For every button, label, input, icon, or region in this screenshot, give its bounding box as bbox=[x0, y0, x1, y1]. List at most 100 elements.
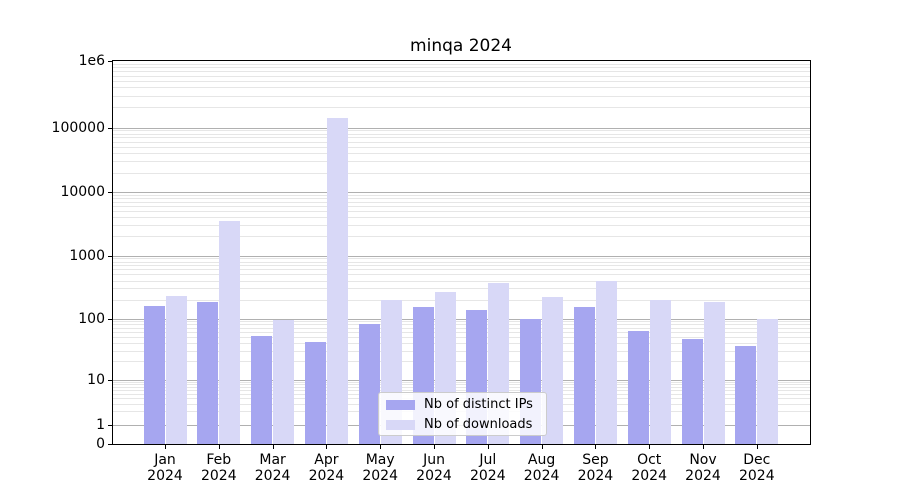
x-tick-label: Oct 2024 bbox=[631, 452, 667, 484]
legend: Nb of distinct IPs Nb of downloads bbox=[378, 392, 547, 436]
y-tick-label: 1 bbox=[96, 417, 105, 433]
gridline-minor bbox=[113, 201, 810, 203]
gridline-minor bbox=[113, 384, 810, 386]
bar-downloads bbox=[703, 301, 725, 444]
gridline-minor bbox=[113, 236, 810, 238]
gridline-minor bbox=[113, 324, 810, 326]
gridline-minor bbox=[113, 258, 810, 260]
gridline-minor bbox=[113, 280, 810, 282]
legend-item-downloads: Nb of downloads bbox=[379, 415, 546, 435]
bar-distinct-ips bbox=[573, 307, 595, 444]
gridline-minor bbox=[113, 153, 810, 155]
x-tick bbox=[380, 445, 382, 449]
bar-distinct-ips bbox=[735, 345, 757, 444]
legend-label-downloads: Nb of downloads bbox=[424, 417, 533, 432]
y-tick-label: 10 bbox=[87, 372, 105, 388]
legend-item-distinct-ips: Nb of distinct IPs bbox=[379, 395, 546, 415]
y-tick bbox=[108, 318, 112, 320]
plot-area bbox=[112, 60, 811, 445]
gridline-minor bbox=[113, 133, 810, 135]
gridline-minor bbox=[113, 130, 810, 132]
bar-downloads bbox=[273, 320, 295, 444]
chart-title: minqa 2024 bbox=[410, 36, 512, 56]
gridline-minor bbox=[113, 269, 810, 271]
gridline-minor bbox=[113, 361, 810, 363]
x-tick-label: Aug 2024 bbox=[523, 452, 560, 484]
gridline-major bbox=[113, 318, 810, 320]
gridline-minor bbox=[113, 274, 810, 276]
gridline-major bbox=[113, 192, 810, 193]
x-tick bbox=[541, 445, 543, 449]
bar-downloads bbox=[595, 280, 617, 444]
gridline-minor bbox=[113, 261, 810, 263]
bar-downloads bbox=[165, 295, 187, 444]
bar-distinct-ips bbox=[143, 305, 165, 444]
gridline-minor bbox=[113, 337, 810, 338]
x-tick-label: Jun 2024 bbox=[416, 452, 452, 484]
gridline-minor bbox=[113, 211, 810, 213]
x-tick bbox=[487, 445, 489, 449]
gridline-minor bbox=[113, 389, 810, 391]
gridline-major bbox=[113, 255, 810, 257]
x-tick-label: Dec 2024 bbox=[738, 452, 775, 484]
y-tick-label: 10000 bbox=[60, 184, 105, 200]
gridline-minor bbox=[113, 81, 810, 83]
gridline-minor bbox=[113, 265, 810, 267]
bar-distinct-ips bbox=[358, 324, 380, 444]
bar-downloads bbox=[326, 117, 348, 444]
y-tick bbox=[108, 425, 112, 426]
bar-downloads bbox=[542, 296, 564, 444]
gridline-minor bbox=[113, 225, 810, 227]
gridline-minor bbox=[113, 321, 810, 323]
bar-distinct-ips bbox=[304, 341, 326, 444]
gridline-minor bbox=[113, 332, 810, 334]
x-tick-label: Feb 2024 bbox=[200, 452, 237, 484]
y-tick bbox=[108, 127, 112, 129]
y-tick bbox=[108, 61, 112, 62]
y-tick-label: 100 bbox=[78, 310, 105, 327]
legend-swatch-distinct-ips bbox=[386, 400, 415, 410]
gridline-minor bbox=[113, 95, 810, 97]
x-tick-label: Nov 2024 bbox=[685, 452, 721, 484]
y-tick-label: 100000 bbox=[51, 119, 105, 136]
y-tick-label: 1e6 bbox=[78, 53, 105, 69]
bar-distinct-ips bbox=[681, 339, 703, 444]
legend-swatch-downloads bbox=[386, 420, 415, 430]
y-tick bbox=[108, 380, 112, 381]
bar-downloads bbox=[219, 220, 241, 444]
y-tick bbox=[108, 444, 112, 445]
gridline-minor bbox=[113, 198, 810, 200]
bar-distinct-ips bbox=[627, 330, 649, 444]
bar-distinct-ips bbox=[251, 335, 273, 444]
gridline-minor bbox=[113, 137, 810, 139]
bar-distinct-ips bbox=[197, 302, 219, 444]
x-tick bbox=[272, 445, 274, 449]
gridline-minor bbox=[113, 141, 810, 143]
gridline-major bbox=[113, 127, 810, 129]
gridline-minor bbox=[113, 71, 810, 73]
x-tick-label: Mar 2024 bbox=[254, 452, 291, 484]
gridline-minor bbox=[113, 172, 810, 174]
gridline-minor bbox=[113, 342, 810, 344]
y-tick-label: 0 bbox=[96, 436, 105, 452]
gridline-minor bbox=[113, 146, 810, 148]
gridline-minor bbox=[113, 350, 810, 352]
gridline-minor bbox=[113, 382, 810, 384]
gridline-minor bbox=[113, 194, 810, 196]
gridline-major bbox=[113, 380, 810, 381]
gridline-minor bbox=[113, 328, 810, 330]
x-tick bbox=[218, 445, 220, 449]
gridline-minor bbox=[113, 299, 810, 301]
gridline-minor bbox=[113, 75, 810, 77]
legend-label-distinct-ips: Nb of distinct IPs bbox=[424, 397, 533, 412]
x-tick-label: Jan 2024 bbox=[147, 452, 183, 484]
bar-downloads bbox=[757, 318, 779, 444]
gridline-minor bbox=[113, 64, 810, 66]
gridline-minor bbox=[113, 161, 810, 163]
gridline-minor bbox=[113, 386, 810, 388]
x-tick bbox=[703, 445, 704, 449]
gridline-minor bbox=[113, 288, 810, 290]
x-tick-label: Apr 2024 bbox=[308, 452, 345, 484]
x-tick-label: Sep 2024 bbox=[577, 452, 614, 484]
